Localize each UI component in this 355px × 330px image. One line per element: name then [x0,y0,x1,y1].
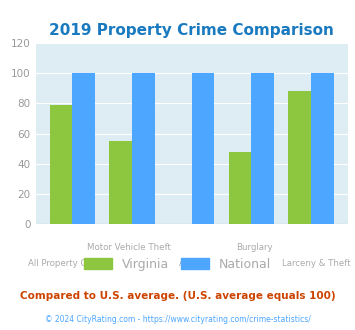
Title: 2019 Property Crime Comparison: 2019 Property Crime Comparison [49,22,334,38]
Text: © 2024 CityRating.com - https://www.cityrating.com/crime-statistics/: © 2024 CityRating.com - https://www.city… [45,315,310,324]
Text: All Property Crime: All Property Crime [28,259,106,268]
Bar [288,91,311,224]
Bar [251,73,274,224]
Bar [109,141,132,224]
Bar [311,73,334,224]
Text: Compared to U.S. average. (U.S. average equals 100): Compared to U.S. average. (U.S. average … [20,291,335,301]
Bar [132,73,155,224]
Text: Burglary: Burglary [236,243,273,251]
Bar [229,152,251,224]
Text: Motor Vehicle Theft: Motor Vehicle Theft [87,243,171,251]
Legend: Virginia, National: Virginia, National [79,253,276,276]
Text: Arson: Arson [179,259,204,268]
Bar [192,73,214,224]
Bar [72,73,95,224]
Bar [50,105,72,224]
Text: Larceny & Theft: Larceny & Theft [282,259,351,268]
